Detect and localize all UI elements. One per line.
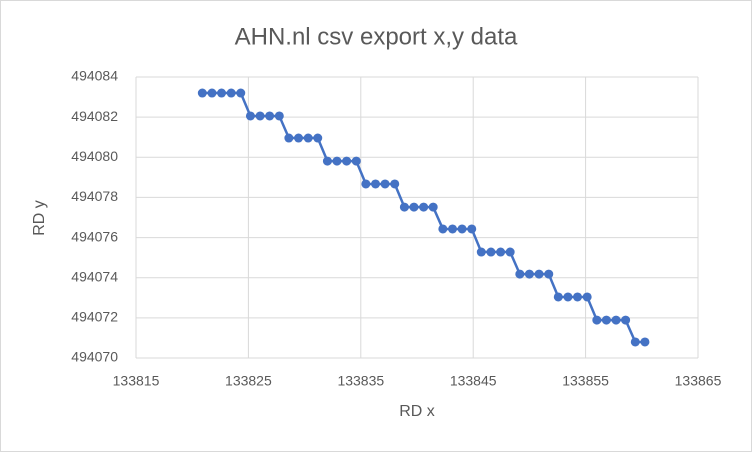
y-tick-label: 494082 [71, 108, 118, 124]
point [399, 202, 409, 212]
point [630, 337, 640, 347]
x-tick-label: 133845 [450, 373, 497, 389]
point [351, 156, 361, 166]
x-tick-label: 133815 [113, 373, 160, 389]
point [476, 247, 486, 257]
y-tick-label: 494074 [71, 268, 118, 284]
x-tick-label: 133855 [562, 373, 609, 389]
point [236, 88, 246, 98]
point [409, 202, 419, 212]
point [313, 133, 323, 143]
point [640, 337, 650, 347]
point [294, 133, 304, 143]
point [226, 88, 236, 98]
point [274, 111, 284, 121]
point [245, 111, 255, 121]
point [284, 133, 294, 143]
point [380, 179, 390, 189]
point [255, 111, 265, 121]
point [265, 111, 275, 121]
point [534, 269, 544, 279]
x-axis-title: RD x [399, 403, 435, 420]
y-axis-title: RD y [31, 200, 48, 236]
x-tick-label: 133835 [337, 373, 384, 389]
point [428, 202, 438, 212]
point [467, 224, 477, 234]
point [582, 292, 592, 302]
y-tick-label: 494072 [71, 309, 118, 325]
point [611, 315, 621, 325]
point [601, 315, 611, 325]
point [332, 156, 342, 166]
point [505, 247, 515, 257]
point [563, 292, 573, 302]
point [496, 247, 506, 257]
x-tick-label: 133865 [675, 373, 722, 389]
point [197, 88, 207, 98]
point [303, 133, 313, 143]
point [322, 156, 332, 166]
point [457, 224, 467, 234]
y-tick-label: 494084 [71, 68, 118, 84]
point [544, 269, 554, 279]
x-tick-label: 133825 [225, 373, 272, 389]
point [371, 179, 381, 189]
y-tick-label: 494076 [71, 228, 118, 244]
point [515, 269, 525, 279]
point [342, 156, 352, 166]
point [217, 88, 227, 98]
point [592, 315, 602, 325]
point [553, 292, 563, 302]
point [390, 179, 400, 189]
y-tick-label: 494080 [71, 148, 118, 164]
point [524, 269, 534, 279]
point [621, 315, 631, 325]
chart-title: AHN.nl csv export x,y data [235, 23, 518, 50]
point [361, 179, 371, 189]
y-tick-label: 494070 [71, 349, 118, 365]
point [207, 88, 217, 98]
point [438, 224, 448, 234]
point [448, 224, 458, 234]
point [573, 292, 583, 302]
y-tick-label: 494078 [71, 188, 118, 204]
point [486, 247, 496, 257]
point [419, 202, 429, 212]
